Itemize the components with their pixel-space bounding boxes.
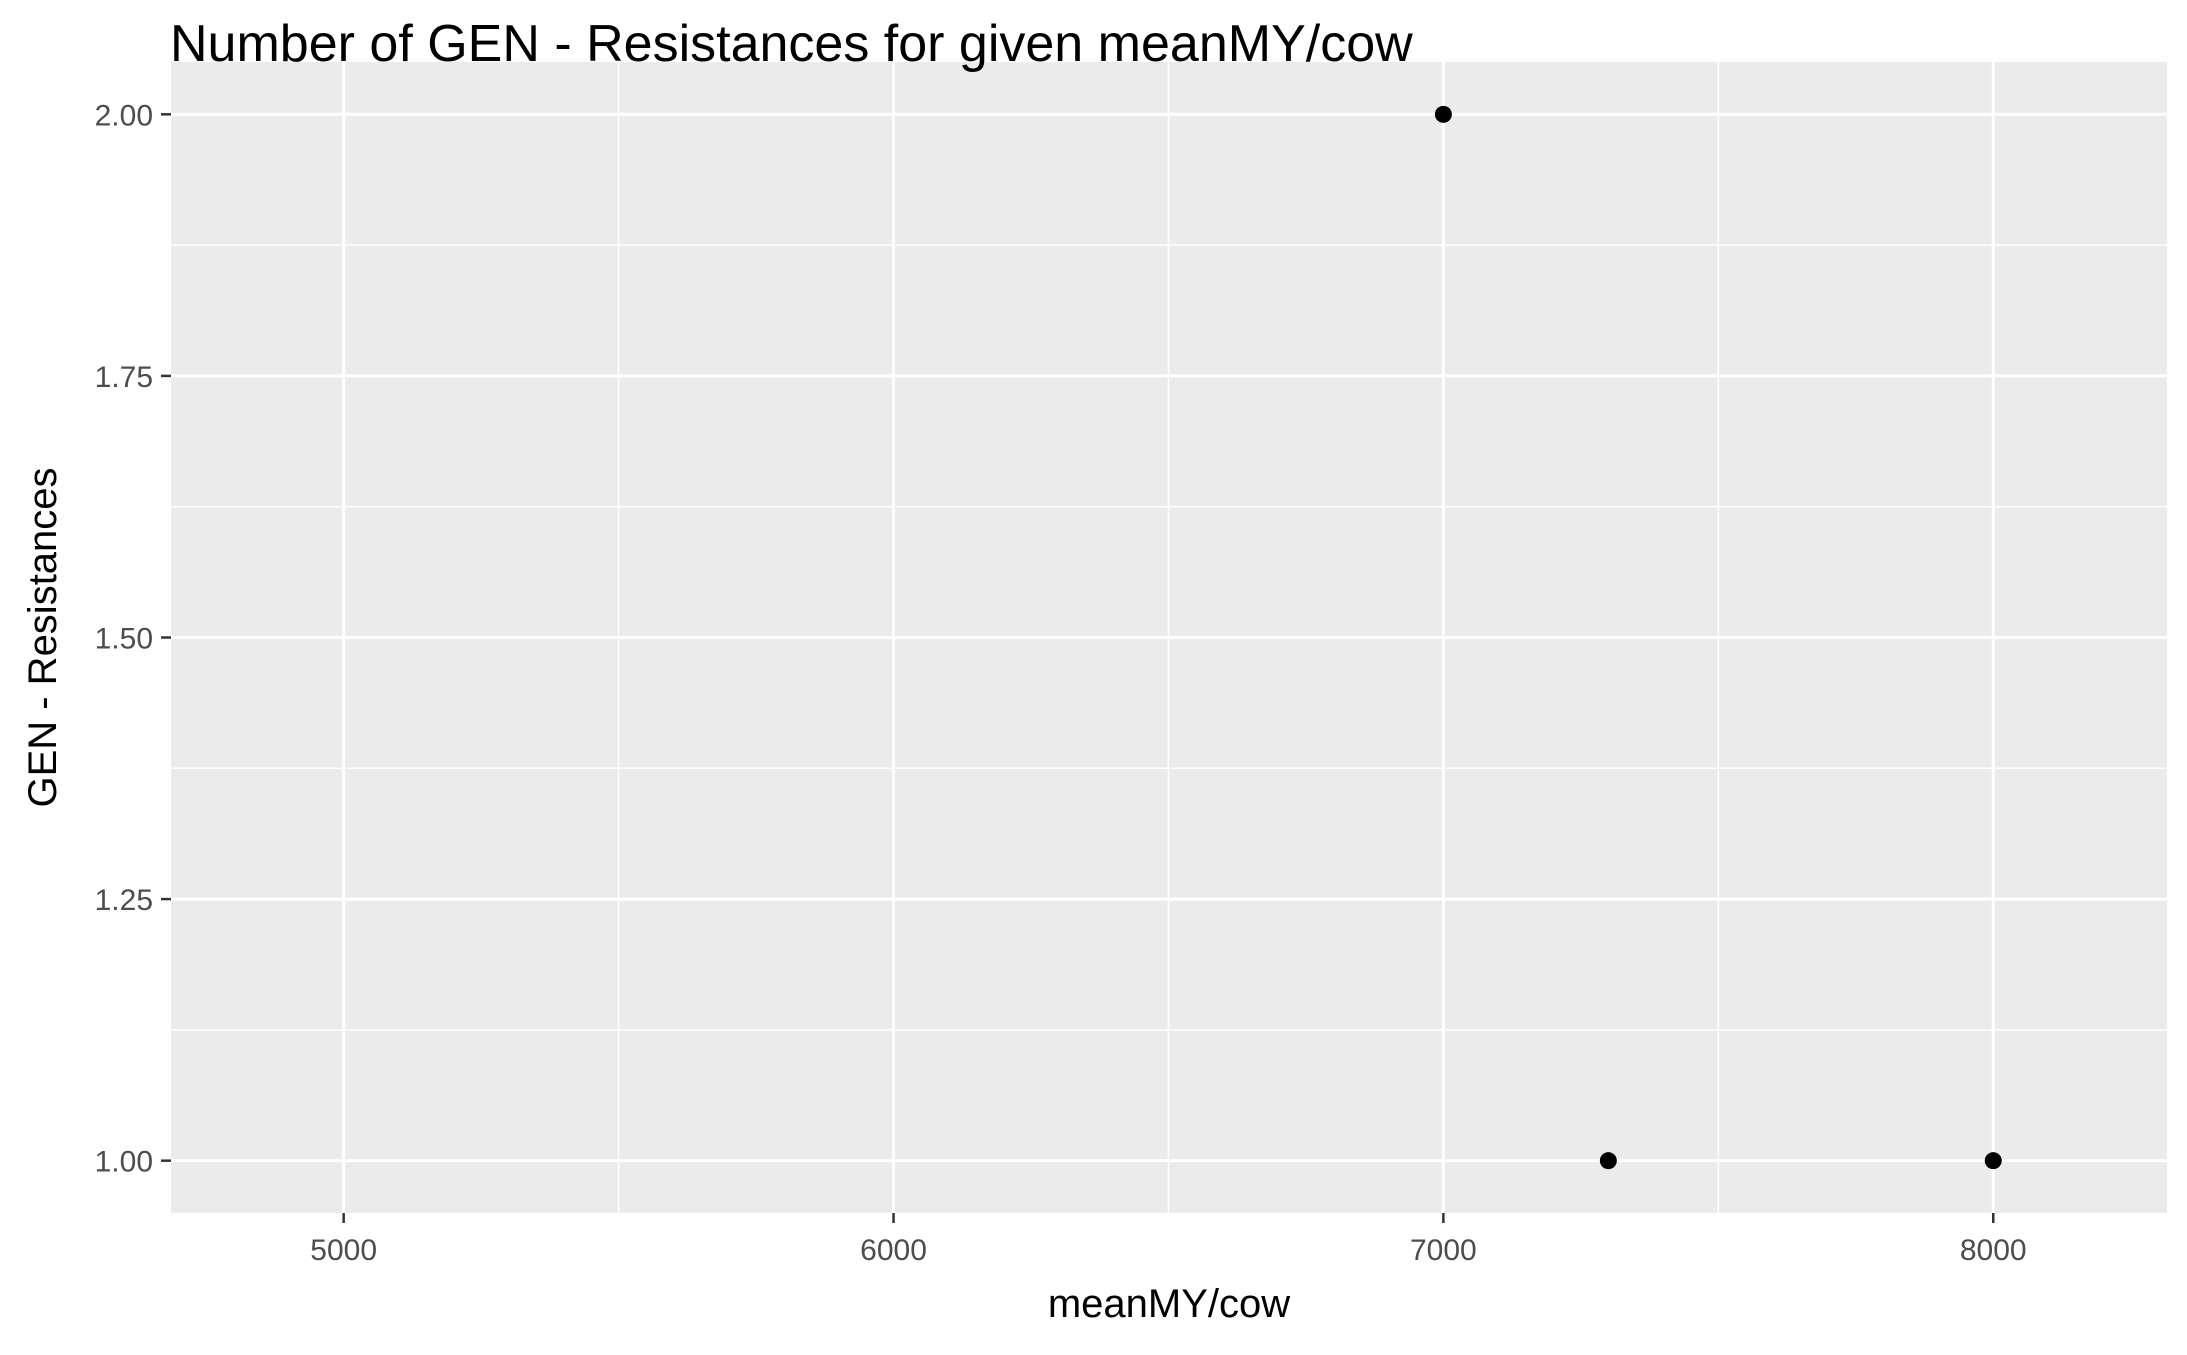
data-points	[1434, 105, 2002, 1170]
y-axis: 1.00 1.25 1.50 1.75 2.00	[95, 99, 171, 1179]
y-tick-label: 1.25	[95, 884, 153, 917]
data-point	[1984, 1152, 2002, 1170]
x-axis-label: meanMY/cow	[1048, 1282, 1290, 1326]
x-tick-label: 6000	[860, 1234, 927, 1267]
y-tick-label: 1.75	[95, 361, 153, 394]
x-tick-label: 8000	[1960, 1234, 2027, 1267]
y-axis-label: GEN - Resistances	[21, 467, 65, 807]
major-grid	[171, 62, 2167, 1213]
y-tick-label: 1.00	[95, 1146, 153, 1179]
data-point	[1599, 1152, 1617, 1170]
chart-title: Number of GEN - Resistances for given me…	[170, 15, 1413, 73]
x-tick-label: 5000	[310, 1234, 377, 1267]
x-axis: 5000 6000 7000 8000	[310, 1213, 2027, 1267]
y-tick-label: 2.00	[95, 99, 153, 132]
x-tick-label: 7000	[1410, 1234, 1477, 1267]
data-point	[1434, 105, 1452, 123]
y-tick-label: 1.50	[95, 623, 153, 656]
